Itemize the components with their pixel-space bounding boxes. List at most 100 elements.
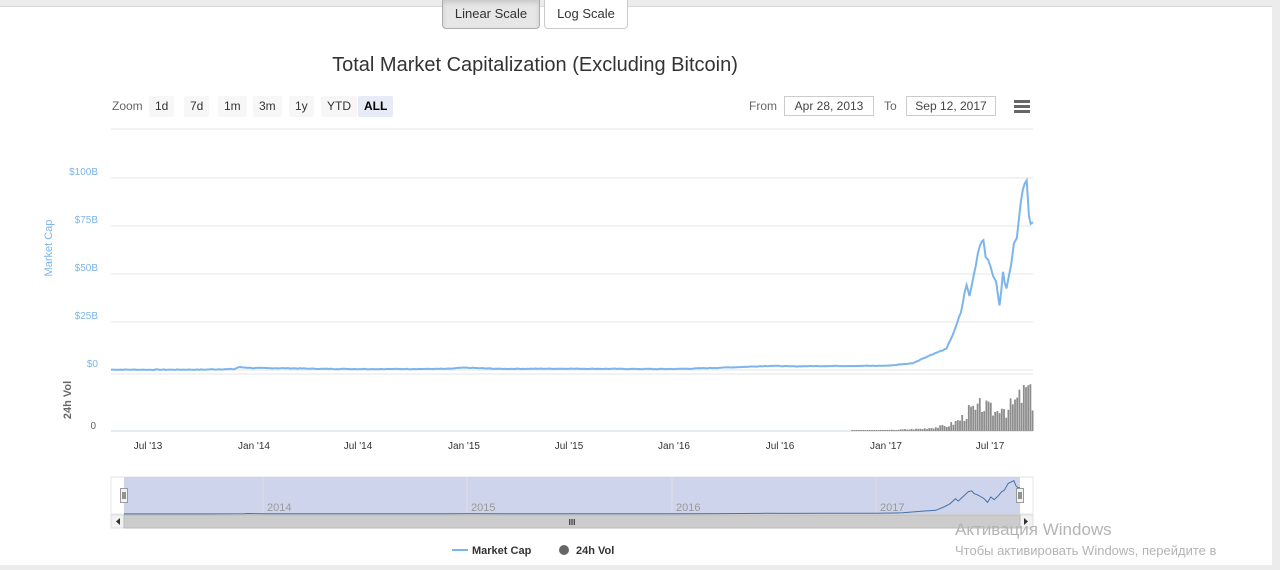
- to-date-input[interactable]: Sep 12, 2017: [906, 96, 996, 116]
- zoom-1d-button[interactable]: 1d: [149, 96, 175, 117]
- volume-bar: [912, 429, 915, 431]
- navigator-label: 2016: [676, 502, 700, 514]
- legend-item-market-cap[interactable]: Market Cap: [452, 545, 532, 557]
- volume-bar: [1000, 408, 1003, 431]
- legend-circle-icon: [559, 545, 569, 555]
- navigator-line: [124, 480, 1021, 515]
- navigator-handle-left[interactable]: [120, 488, 128, 503]
- volume-bar: [965, 419, 968, 431]
- volume-bar: [871, 430, 873, 431]
- log-scale-button[interactable]: Log Scale: [544, 0, 628, 29]
- volume-bar: [886, 429, 889, 431]
- zoom-1m-button[interactable]: 1m: [218, 96, 247, 117]
- x-tick-label: Jan '16: [658, 441, 690, 452]
- scroll-left-arrow-icon[interactable]: [116, 518, 120, 525]
- volume-bar: [1018, 389, 1021, 431]
- volume-bar: [994, 411, 997, 431]
- volume-bar: [1029, 384, 1032, 431]
- volume-bar: [895, 430, 898, 431]
- volume-bar: [1020, 402, 1023, 431]
- navigator-mask[interactable]: [124, 477, 1020, 514]
- volume-bar: [978, 398, 981, 431]
- volume-bar: [928, 428, 931, 431]
- volume-bar: [1009, 398, 1012, 431]
- volume-axis-title: 24h Vol: [62, 381, 74, 419]
- x-tick-label: Jul '15: [555, 441, 584, 452]
- volume-bar: [943, 425, 946, 431]
- volume-bars: [851, 384, 1034, 431]
- volume-bar: [983, 411, 986, 431]
- navigator-handle-right[interactable]: [1016, 488, 1024, 503]
- market-cap-line[interactable]: [111, 177, 1034, 372]
- from-label: From: [749, 99, 777, 113]
- windows-watermark-title: Активация Windows: [955, 520, 1112, 539]
- volume-bar: [875, 430, 878, 431]
- volume-bar: [976, 403, 979, 431]
- volume-bar: [956, 420, 959, 431]
- volume-bar: [860, 430, 862, 431]
- volume-tick-label: 0: [90, 421, 96, 432]
- legend-item-24h-vol[interactable]: 24h Vol: [559, 545, 614, 557]
- zoom-1y-button[interactable]: 1y: [289, 96, 314, 117]
- x-tick-label: Jul '14: [344, 441, 373, 452]
- y-tick-label: $75B: [75, 215, 99, 226]
- navigator-series: [124, 480, 1021, 515]
- linear-scale-button[interactable]: Linear Scale: [442, 0, 540, 29]
- volume-bar: [992, 415, 994, 431]
- volume-bar: [857, 430, 860, 431]
- navigator[interactable]: 2014 2015 2016 2017: [110, 476, 1034, 515]
- navigator-label: 2017: [880, 502, 904, 514]
- y-tick-label: $50B: [75, 263, 99, 274]
- volume-bar: [873, 430, 876, 431]
- volume-bar: [930, 428, 933, 431]
- x-tick-label: Jan '14: [238, 441, 270, 452]
- volume-bar: [1014, 399, 1016, 431]
- volume-bar: [948, 426, 950, 431]
- volume-bar: [866, 430, 869, 431]
- volume-bar: [945, 427, 948, 431]
- zoom-7d-button[interactable]: 7d: [184, 96, 210, 117]
- zoom-ytd-button[interactable]: YTD: [321, 96, 357, 117]
- from-date-input[interactable]: Apr 28, 2013: [784, 96, 874, 116]
- volume-bar: [890, 429, 893, 431]
- zoom-all-button[interactable]: ALL: [358, 96, 394, 117]
- legend-label: Market Cap: [472, 545, 532, 557]
- volume-bar: [921, 429, 924, 431]
- volume-bar: [972, 405, 975, 431]
- scrollbar-thumb[interactable]: [123, 514, 1021, 529]
- volume-bar: [888, 429, 891, 431]
- volume-bar: [950, 422, 953, 431]
- y-tick-label: $0: [87, 359, 99, 370]
- y-axis-title: Market Cap: [43, 220, 55, 277]
- volume-bar: [996, 411, 999, 431]
- scroll-right-arrow-icon[interactable]: [1024, 518, 1028, 525]
- zoom-3m-button[interactable]: 3m: [253, 96, 282, 117]
- volume-bar: [884, 430, 887, 431]
- volume-bar: [899, 429, 902, 431]
- volume-bar: [970, 406, 972, 431]
- volume-bar: [974, 409, 977, 431]
- gridlines: [111, 177, 1033, 371]
- volume-bar: [967, 405, 970, 431]
- hamburger-menu-icon[interactable]: [1014, 100, 1030, 114]
- volume-bar: [1016, 397, 1019, 431]
- volume-bar: [989, 402, 992, 431]
- volume-bar: [917, 428, 920, 431]
- legend: Market Cap 24h Vol: [452, 545, 614, 557]
- navigator-label: 2014: [267, 502, 291, 514]
- volume-bar: [864, 430, 867, 431]
- volume-bar: [985, 400, 988, 431]
- legend-label: 24h Vol: [576, 545, 614, 557]
- x-tick-label: Jan '15: [448, 441, 480, 452]
- volume-bar: [987, 401, 990, 431]
- windows-watermark-text: Чтобы активировать Windows, перейдите в: [955, 543, 1217, 558]
- scrollbar[interactable]: III: [110, 514, 1034, 529]
- y-tick-label: $25B: [75, 311, 99, 322]
- volume-bar: [1005, 417, 1008, 431]
- volume-bar: [855, 430, 858, 431]
- volume-bar: [961, 415, 964, 431]
- volume-bar: [908, 429, 911, 431]
- volume-bar: [937, 427, 939, 431]
- volume-bar: [862, 430, 865, 431]
- market-cap-series: [111, 177, 1034, 372]
